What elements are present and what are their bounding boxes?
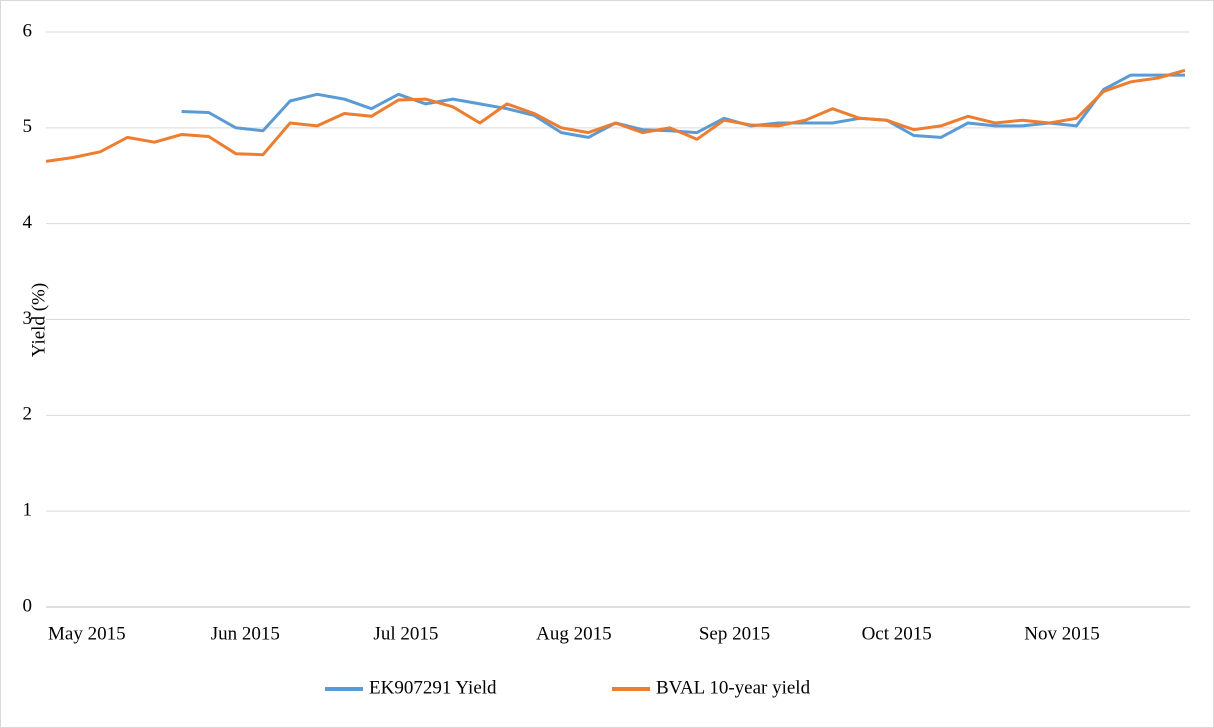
x-tick-label: Aug 2015 (536, 623, 611, 644)
y-axis-title: Yield (%) (28, 283, 49, 357)
x-tick-label: Nov 2015 (1024, 623, 1099, 644)
x-tick-label: Jul 2015 (373, 623, 438, 644)
x-tick-label: May 2015 (48, 623, 126, 644)
legend-label: EK907291 Yield (369, 677, 497, 698)
x-tick-label: Oct 2015 (862, 623, 932, 644)
x-tick-label: Sep 2015 (699, 623, 770, 644)
y-tick-label: 2 (23, 404, 33, 425)
y-tick-label: 4 (23, 212, 33, 233)
y-tick-label: 1 (23, 500, 33, 521)
line-series (45, 68, 1186, 163)
y-tick-label: 6 (23, 20, 33, 41)
y-tick-label: 3 (23, 308, 33, 329)
y-tick-label: 0 (23, 595, 33, 616)
y-tick-label: 5 (23, 116, 33, 137)
legend-label: BVAL 10-year yield (656, 677, 811, 698)
line-series (181, 73, 1185, 139)
x-tick-label: Jun 2015 (211, 623, 280, 644)
